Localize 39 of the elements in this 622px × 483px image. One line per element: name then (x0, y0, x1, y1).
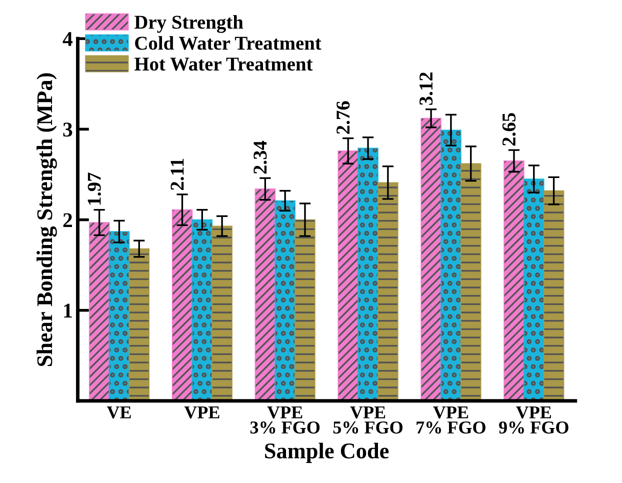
data-label: 2.11 (170, 158, 184, 190)
bar (108, 231, 130, 401)
y-axis-title: Shear Bonding Strength (MPa) (36, 73, 57, 366)
data-label: 2.65 (502, 113, 516, 146)
bar (460, 163, 482, 401)
data-label: 2.76 (336, 101, 350, 134)
bar (440, 130, 462, 401)
x-tick-label: VPE 5% FGO (333, 406, 402, 434)
y-tick-label: 1 (64, 304, 72, 318)
legend-label: Hot Water Treatment (134, 58, 313, 71)
legend-label: Cold Water Treatment (135, 36, 322, 50)
bar (543, 190, 564, 401)
x-tick-label: VPE (184, 406, 220, 419)
data-label: 2.34 (254, 140, 267, 174)
x-tick-label: VPE 7% FGO (416, 406, 486, 434)
bar (358, 148, 378, 401)
data-label: 1.97 (88, 172, 101, 205)
bar (338, 150, 358, 401)
bar (504, 160, 524, 401)
bar (274, 200, 296, 401)
bar (128, 248, 150, 401)
bar (420, 118, 442, 401)
data-label: 3.12 (420, 72, 433, 105)
bar (88, 222, 110, 401)
bar (192, 219, 213, 401)
y-tick-label: 2 (63, 213, 72, 227)
y-tick-label: 4 (62, 32, 72, 46)
bar (172, 209, 193, 401)
x-tick-label: VPE 3% FGO (250, 406, 320, 434)
y-tick-label: 3 (63, 122, 72, 137)
x-tick-label: VPE 9% FGO (499, 406, 568, 434)
bar (378, 182, 398, 401)
x-tick-label: VE (106, 406, 131, 419)
bar (254, 188, 276, 401)
bar (212, 226, 232, 401)
legend-label: Dry Strength (134, 15, 244, 33)
bar (524, 178, 544, 401)
x-axis-title: Sample Code (265, 442, 389, 463)
bar (294, 219, 316, 401)
